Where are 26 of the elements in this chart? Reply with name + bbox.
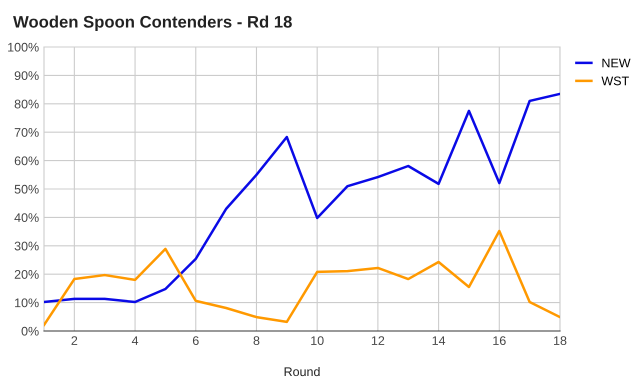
line-series (44, 230, 560, 326)
y-tick-label: 60% (14, 156, 39, 166)
y-tick-label: 90% (14, 71, 39, 80)
y-tick-label: 30% (14, 242, 39, 250)
x-tick-label: 18 (554, 336, 566, 346)
y-tick-label: 70% (14, 128, 39, 137)
legend-label: WST (601, 76, 629, 86)
legend-label: NEW (602, 58, 631, 68)
line-series (44, 92, 560, 304)
x-tick-label: 6 (192, 336, 199, 346)
y-tick-label: 20% (14, 270, 39, 279)
y-tick-label: 10% (15, 298, 39, 308)
x-tick-label: 4 (132, 336, 138, 345)
chart-title: Wooden Spoon Contenders - Rd 18 (13, 15, 292, 32)
x-tick-label: 8 (254, 336, 260, 346)
x-tick-label: 12 (372, 336, 384, 345)
y-tick-label: 100% (8, 42, 39, 52)
y-tick-label: 80% (14, 100, 39, 108)
x-axis-title: Round (284, 366, 320, 376)
x-tick-label: 2 (72, 336, 78, 345)
x-tick-label: 16 (493, 336, 506, 346)
x-tick-label: 10 (311, 336, 324, 346)
y-tick-label: 40% (14, 213, 39, 222)
y-tick-label: 50% (14, 184, 39, 194)
y-tick-label: 0% (22, 326, 39, 336)
x-tick-label: 14 (432, 336, 446, 345)
